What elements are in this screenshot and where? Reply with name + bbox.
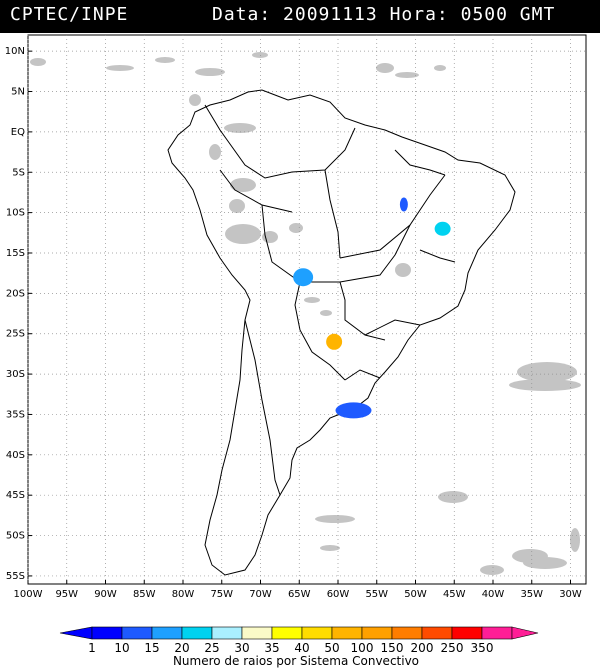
legend-value: 1 <box>88 641 96 655</box>
lon-tick-label: 60W <box>327 589 350 600</box>
lat-tick-label: 40S <box>6 450 25 461</box>
legend-value: 150 <box>381 641 404 655</box>
lon-tick-label: 50W <box>404 589 427 600</box>
title-bar: CPTEC/INPE Data: 20091113 Hora: 0500 GMT <box>0 0 600 33</box>
legend-value: 15 <box>144 641 159 655</box>
lat-lon-grid <box>27 35 586 584</box>
convective-system <box>434 221 451 236</box>
legend-swatch <box>241 626 273 640</box>
legend-value: 25 <box>204 641 219 655</box>
lat-tick-label: 10N <box>5 46 25 57</box>
legend-value: 50 <box>324 641 339 655</box>
lat-tick-label: 35S <box>6 409 25 420</box>
lat-tick-label: 10S <box>6 208 25 219</box>
convective-system <box>326 333 343 350</box>
legend-arrow-right <box>511 626 539 640</box>
lat-tick-label: 30S <box>6 369 25 380</box>
legend-swatch <box>481 626 513 640</box>
lon-tick-label: 65W <box>288 589 311 600</box>
legend-swatch <box>361 626 393 640</box>
legend-value: 250 <box>441 641 464 655</box>
legend-swatch <box>271 626 303 640</box>
legend-colorbar <box>59 626 539 640</box>
legend: 1 10 15 20 25 30 35 40 50 100 150 200 250 350 Numero … <box>59 626 539 668</box>
legend-swatch <box>151 626 183 640</box>
lat-tick-label: 25S <box>6 329 25 340</box>
convective-system <box>335 402 372 419</box>
lon-tick-label: 40W <box>482 589 505 600</box>
longitude-axis: 100W 95W 90W 85W 80W 75W 70W 65W 60W 55W 50W 45W 40W… <box>14 580 582 600</box>
lat-tick-label: 50S <box>6 531 25 542</box>
legend-swatch <box>331 626 363 640</box>
legend-labels: 1 10 15 20 25 30 35 40 50 100 150 200 250 350 <box>88 641 493 655</box>
lon-tick-label: 75W <box>210 589 233 600</box>
lat-tick-label: 55S <box>6 571 25 582</box>
legend-swatch <box>211 626 243 640</box>
lat-tick-label: EQ <box>11 127 25 138</box>
lat-tick-label: 5N <box>11 87 25 98</box>
hour-value: 0500 GMT <box>460 4 556 25</box>
legend-caption: Numero de raios por Sistema Convectivo <box>173 654 419 668</box>
lon-tick-label: 35W <box>520 589 543 600</box>
legend-value: 200 <box>411 641 434 655</box>
legend-value: 10 <box>114 641 129 655</box>
legend-value: 350 <box>471 641 494 655</box>
date-label: Data: <box>212 4 272 25</box>
lon-tick-label: 95W <box>55 589 78 600</box>
lat-tick-label: 45S <box>6 490 25 501</box>
lon-tick-label: 70W <box>249 589 272 600</box>
legend-swatch <box>421 626 453 640</box>
datetime-label: Data: 20091113 Hora: 0500 GMT <box>212 4 555 25</box>
legend-value: 40 <box>294 641 309 655</box>
map-panel: 10N5NEQ5S10S15S20S25S30S35S40S45S50S55S … <box>5 34 587 600</box>
lon-tick-label: 80W <box>172 589 195 600</box>
legend-value: 30 <box>234 641 249 655</box>
legend-swatch <box>91 626 123 640</box>
lat-tick-label: 20S <box>6 288 25 299</box>
source-label: CPTEC/INPE <box>10 4 129 25</box>
lat-tick-label: 15S <box>6 248 25 259</box>
legend-arrow-left <box>59 626 93 640</box>
legend-swatch <box>121 626 153 640</box>
latitude-axis: 10N 5N EQ 5S 10S 15S 20S 25S 30S 35S 40S 45S 50S 55S <box>5 46 32 582</box>
legend-swatch <box>451 626 483 640</box>
continent-outline <box>167 89 516 576</box>
lon-tick-label: 55W <box>365 589 388 600</box>
hour-label: Hora: <box>389 4 449 25</box>
lon-tick-label: 30W <box>559 589 582 600</box>
cloud-cover <box>30 52 581 575</box>
legend-value: 35 <box>264 641 279 655</box>
legend-swatch <box>301 626 333 640</box>
lon-tick-label: 85W <box>133 589 156 600</box>
map-frame <box>27 34 587 585</box>
convective-systems <box>293 197 451 419</box>
lat-tick-label: 5S <box>12 167 25 178</box>
date-value: 20091113 <box>283 4 378 25</box>
lon-tick-label: 100W <box>14 589 43 600</box>
lon-tick-label: 90W <box>94 589 117 600</box>
convective-system <box>293 268 314 287</box>
lon-tick-label: 45W <box>443 589 466 600</box>
legend-swatch <box>181 626 213 640</box>
legend-value: 20 <box>174 641 189 655</box>
legend-value: 100 <box>351 641 374 655</box>
convective-system <box>399 197 408 212</box>
legend-swatch <box>391 626 423 640</box>
